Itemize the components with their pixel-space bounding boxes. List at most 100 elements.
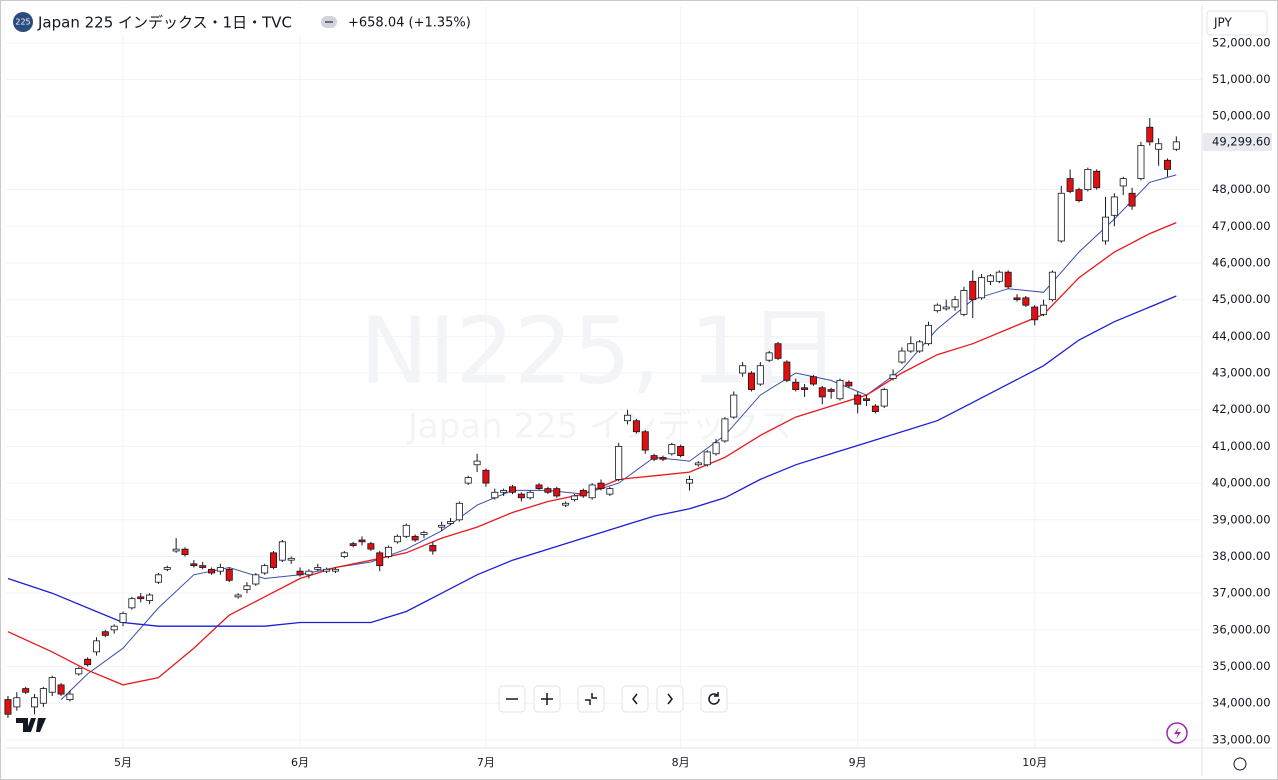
candle-body: [562, 502, 570, 506]
candle-body: [296, 570, 304, 576]
candle-body: [137, 596, 145, 600]
candle-body: [508, 486, 516, 493]
moving-average: [60, 174, 1177, 700]
candle-body: [447, 521, 455, 524]
candle-body: [261, 565, 269, 574]
candle-body: [721, 418, 729, 442]
reset[interactable]: [700, 685, 728, 713]
candle-body: [101, 631, 109, 636]
candle-body: [588, 484, 596, 499]
candle-body: [553, 488, 561, 497]
candle-body: [517, 493, 525, 499]
candle-body: [270, 552, 278, 568]
currency-button[interactable]: [1206, 10, 1268, 36]
candle-body: [650, 455, 658, 460]
candle-body: [579, 490, 587, 497]
legend-bg: [6, 8, 476, 36]
candle-body: [969, 280, 977, 301]
icon: [1174, 727, 1181, 739]
candle-body: [438, 524, 446, 528]
y-tick-label: 38,000.00: [1212, 549, 1271, 563]
candle-body: [464, 477, 472, 484]
candle-body: [730, 394, 738, 418]
candle-body: [393, 535, 401, 543]
candle-body: [809, 376, 817, 385]
candle-body: [411, 535, 419, 541]
candle-body: [455, 502, 463, 521]
last-price-label: 49,299.60: [1212, 134, 1271, 148]
candle-body: [491, 491, 499, 499]
candle-body: [1172, 141, 1180, 150]
y-tick-label: 51,000.00: [1212, 72, 1271, 86]
y-tick-label: 37,000.00: [1212, 586, 1271, 600]
candle-body: [199, 565, 207, 568]
candle-body: [146, 594, 154, 601]
candle-body: [818, 387, 826, 398]
x-tick-label: 9月: [849, 756, 867, 769]
candle-body: [172, 548, 180, 552]
icon: [632, 693, 638, 705]
candle-body: [429, 545, 437, 552]
candle-body: [1128, 192, 1136, 207]
change: +658.04 (+1.35%): [348, 16, 471, 31]
candle-body: [216, 567, 224, 572]
candle-body: [340, 552, 348, 557]
candle-body: [1119, 178, 1127, 187]
candle-body: [880, 389, 888, 407]
y-tick-label: 50,000.00: [1212, 109, 1271, 123]
symbol-icon: [13, 12, 33, 32]
y-tick-label: 46,000.00: [1212, 255, 1271, 269]
y-tick-label: 52,000.00: [1212, 35, 1271, 49]
candle-body: [597, 482, 605, 490]
reset-scale[interactable]: [577, 685, 605, 713]
candle-body: [22, 688, 30, 693]
icon: [541, 693, 553, 705]
candle-body: [1057, 192, 1065, 242]
icon: [708, 692, 720, 705]
candle-body: [801, 387, 809, 390]
candle-body: [349, 543, 357, 546]
candle-body: [57, 684, 65, 695]
y-tick-label: 39,000.00: [1212, 512, 1271, 526]
candle-body: [836, 379, 844, 400]
candle-body: [287, 557, 295, 561]
candle-body: [570, 495, 578, 501]
candle-body: [48, 677, 56, 693]
candle-body: [84, 658, 92, 666]
candle-body: [986, 275, 994, 282]
settings-button[interactable]: [1233, 757, 1247, 771]
y-tick-label: 36,000.00: [1212, 622, 1271, 636]
candle-body: [641, 431, 649, 451]
candle-body: [916, 341, 924, 352]
x-tick-label: 5月: [114, 756, 132, 769]
candle-body: [1146, 126, 1154, 143]
candle-body: [606, 488, 614, 495]
x-tick-label: 8月: [672, 756, 690, 769]
y-tick-label: 33,000.00: [1212, 732, 1271, 746]
candle-body: [402, 524, 410, 537]
symbol-badge: 225: [15, 18, 30, 27]
candle-body: [1022, 297, 1030, 306]
candle-body: [119, 612, 127, 623]
candle-body: [1155, 143, 1163, 150]
candle-body: [1163, 159, 1171, 170]
candle-body: [960, 290, 968, 315]
icon: [585, 693, 597, 705]
scroll-left[interactable]: [621, 685, 649, 713]
currency[interactable]: JPY: [1213, 16, 1233, 30]
scroll-right[interactable]: [656, 685, 684, 713]
candle-body: [535, 484, 543, 490]
candle-body: [367, 543, 375, 550]
candle-body: [75, 667, 83, 675]
candle-body: [181, 548, 189, 556]
candle-body: [827, 389, 835, 392]
candle-body: [739, 365, 747, 374]
y-tick-label: 43,000.00: [1212, 366, 1271, 380]
candle-body: [863, 398, 871, 401]
candle-body: [659, 457, 667, 460]
candle-body: [765, 352, 773, 361]
candle-body: [385, 546, 393, 557]
candle-body: [756, 365, 764, 385]
candle-body: [898, 350, 906, 363]
candle-body: [933, 304, 941, 312]
